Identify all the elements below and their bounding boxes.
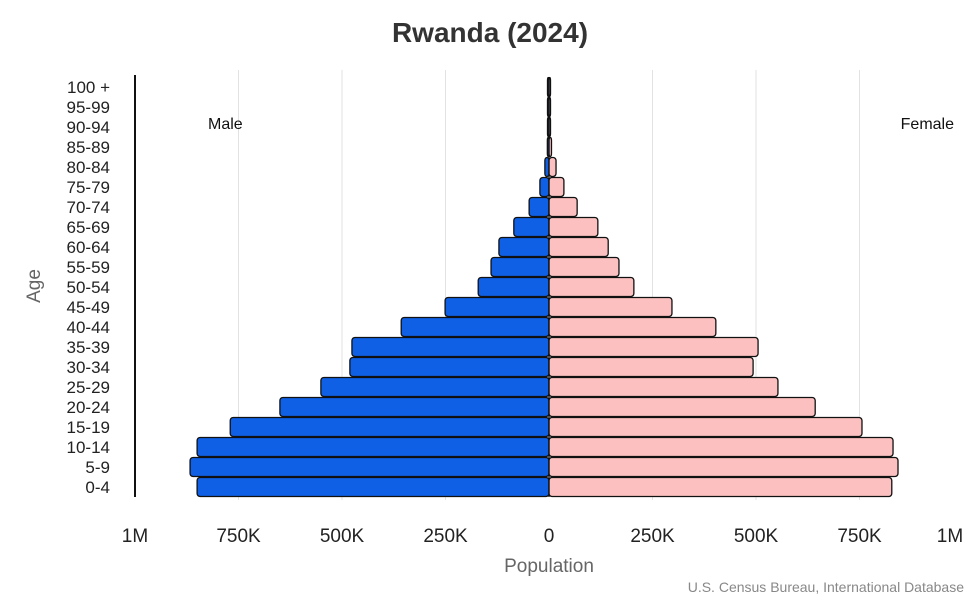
bar-female-25-29 xyxy=(548,376,779,398)
bar-male-30-34 xyxy=(349,356,550,378)
bar-female-15-19 xyxy=(548,416,863,438)
bar-male-60-64 xyxy=(498,236,550,258)
bar-male-0-4 xyxy=(196,476,550,498)
age-group-label: 5-9 xyxy=(85,458,110,477)
x-tick-label: 500K xyxy=(734,526,779,547)
age-group-label: 100 + xyxy=(67,78,110,97)
age-group-label: 70-74 xyxy=(67,198,110,217)
bar-male-10-14 xyxy=(196,436,550,458)
bar-female-20-24 xyxy=(548,396,816,418)
bar-female-70-74 xyxy=(548,196,578,218)
age-group-label: 75-79 xyxy=(67,178,110,197)
x-tick-label: 1M xyxy=(937,526,963,547)
chart-title: Rwanda (2024) xyxy=(392,17,588,48)
age-group-label: 35-39 xyxy=(67,338,110,357)
bar-female-80-84 xyxy=(548,156,557,178)
y-axis-label: Age xyxy=(24,269,45,303)
bar-male-5-9 xyxy=(189,456,550,478)
bar-male-20-24 xyxy=(279,396,550,418)
bar-female-30-34 xyxy=(548,356,754,378)
age-group-label: 55-59 xyxy=(67,258,110,277)
bar-female-65-69 xyxy=(548,216,599,238)
x-tick-label: 500K xyxy=(320,526,365,547)
bar-male-15-19 xyxy=(229,416,550,438)
bar-female-50-54 xyxy=(548,276,635,298)
bar-female-10-14 xyxy=(548,436,894,458)
age-group-label: 15-19 xyxy=(67,418,110,437)
age-group-label: 85-89 xyxy=(67,138,110,157)
x-axis-label: Population xyxy=(504,556,594,577)
bar-male-35-39 xyxy=(351,336,550,358)
bar-male-50-54 xyxy=(477,276,550,298)
age-group-label: 90-94 xyxy=(67,118,110,137)
source-note: U.S. Census Bureau, International Databa… xyxy=(688,579,964,595)
bar-female-35-39 xyxy=(548,336,759,358)
age-group-label: 30-34 xyxy=(67,358,110,377)
legend-female: Female xyxy=(901,116,954,133)
x-tick-label: 250K xyxy=(423,526,468,547)
bar-female-40-44 xyxy=(548,316,717,338)
x-tick-label: 250K xyxy=(630,526,675,547)
bar-female-0-4 xyxy=(548,476,893,498)
bar-male-25-29 xyxy=(320,376,550,398)
age-group-label: 10-14 xyxy=(67,438,110,457)
age-group-label: 45-49 xyxy=(67,298,110,317)
bar-female-75-79 xyxy=(548,176,565,198)
bar-male-70-74 xyxy=(528,196,550,218)
age-group-label: 65-69 xyxy=(67,218,110,237)
bar-female-5-9 xyxy=(548,456,899,478)
bar-male-45-49 xyxy=(444,296,550,318)
x-tick-label: 750K xyxy=(837,526,882,547)
bar-male-55-59 xyxy=(490,256,550,278)
legend-male: Male xyxy=(208,116,243,133)
age-group-label: 60-64 xyxy=(67,238,110,257)
x-tick-label: 1M xyxy=(122,526,148,547)
age-group-label: 95-99 xyxy=(67,98,110,117)
bar-male-75-79 xyxy=(539,176,550,198)
bar-female-45-49 xyxy=(548,296,673,318)
age-group-label: 20-24 xyxy=(67,398,110,417)
x-tick-label: 750K xyxy=(216,526,261,547)
age-group-label: 80-84 xyxy=(67,158,110,177)
x-tick-label: 0 xyxy=(544,526,555,547)
age-group-label: 50-54 xyxy=(67,278,110,297)
bar-female-60-64 xyxy=(548,236,609,258)
age-group-label: 25-29 xyxy=(67,378,110,397)
bar-male-40-44 xyxy=(400,316,550,338)
age-group-label: 40-44 xyxy=(67,318,110,337)
bar-female-55-59 xyxy=(548,256,620,278)
bar-male-65-69 xyxy=(513,216,550,238)
age-group-label: 0-4 xyxy=(85,478,110,497)
